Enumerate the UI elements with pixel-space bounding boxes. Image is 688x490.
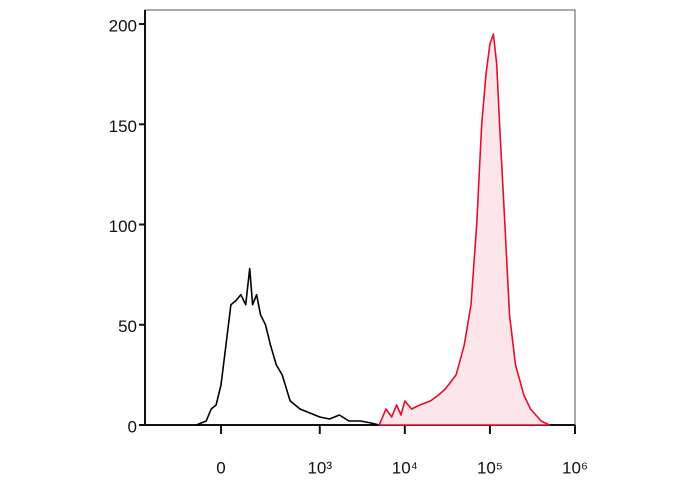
x-tick-label: 10⁴ bbox=[392, 458, 418, 477]
y-tick-label: 50 bbox=[118, 317, 137, 336]
series-line bbox=[196, 267, 380, 426]
x-tick-label: 10³ bbox=[307, 458, 332, 477]
y-tick-label: 100 bbox=[109, 217, 137, 236]
series-line bbox=[378, 33, 551, 426]
x-tick-label: 10⁶ bbox=[562, 458, 588, 477]
y-tick-label: 200 bbox=[109, 17, 137, 36]
y-tick-label: 150 bbox=[109, 117, 137, 136]
x-tick-label: 10⁵ bbox=[477, 458, 503, 477]
y-tick-label: 0 bbox=[128, 417, 137, 436]
x-tick-label: 0 bbox=[216, 458, 225, 477]
